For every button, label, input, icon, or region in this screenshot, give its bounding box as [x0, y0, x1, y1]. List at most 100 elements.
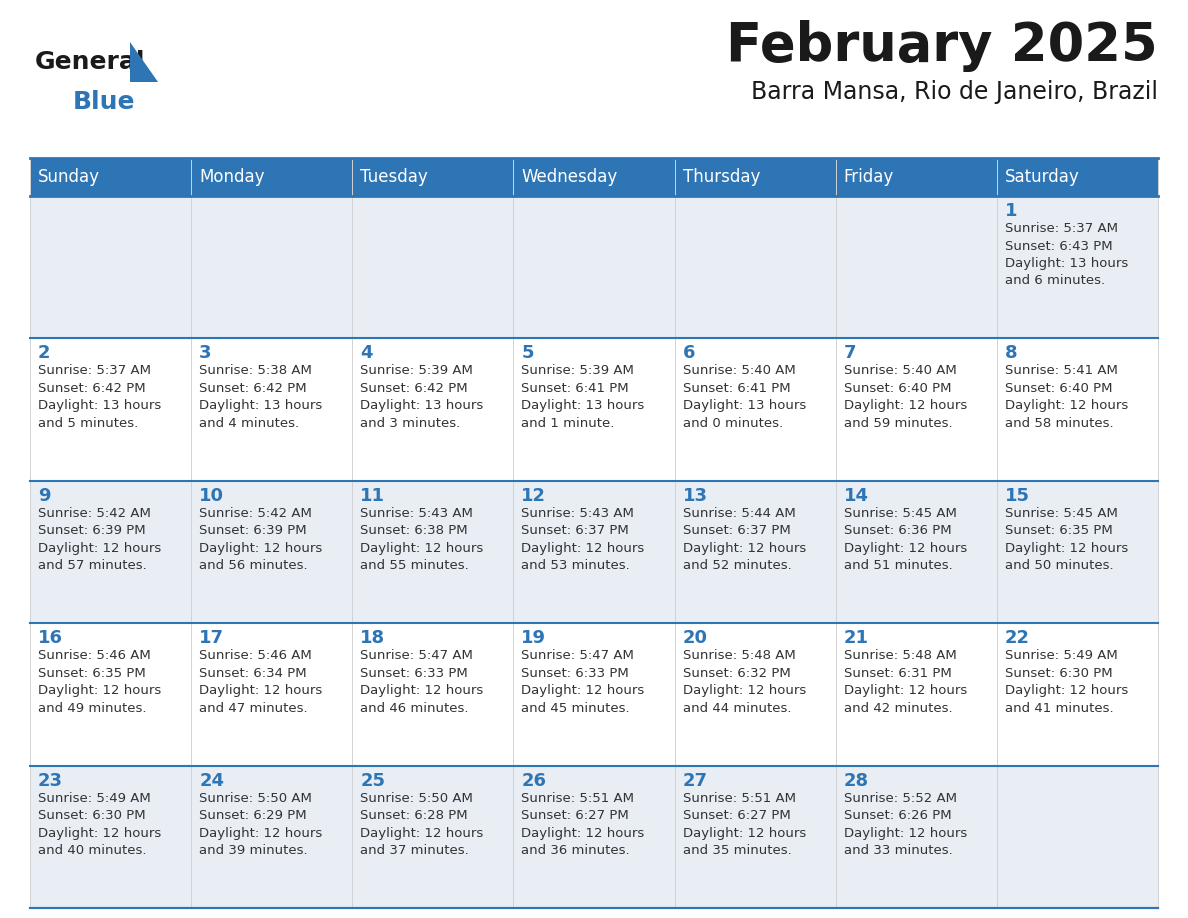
Text: Sunrise: 5:40 AM: Sunrise: 5:40 AM	[683, 364, 795, 377]
Bar	[835, 481, 997, 623]
Text: Daylight: 13 hours: Daylight: 13 hours	[683, 399, 805, 412]
Text: 25: 25	[360, 772, 385, 789]
Text: Sunrise: 5:48 AM: Sunrise: 5:48 AM	[843, 649, 956, 662]
Text: and 36 minutes.: and 36 minutes.	[522, 844, 630, 857]
Text: Sunrise: 5:42 AM: Sunrise: 5:42 AM	[38, 507, 151, 520]
Text: Sunset: 6:35 PM: Sunset: 6:35 PM	[1005, 524, 1113, 537]
Bar	[30, 481, 191, 623]
Text: Wednesday: Wednesday	[522, 168, 618, 186]
Text: Sunrise: 5:37 AM: Sunrise: 5:37 AM	[1005, 222, 1118, 235]
Text: Sunrise: 5:43 AM: Sunrise: 5:43 AM	[522, 507, 634, 520]
Bar	[513, 339, 675, 481]
Text: Sunset: 6:31 PM: Sunset: 6:31 PM	[843, 666, 952, 679]
Text: and 4 minutes.: and 4 minutes.	[200, 417, 299, 430]
Bar	[675, 623, 835, 766]
Text: Blue: Blue	[72, 90, 135, 114]
Text: 24: 24	[200, 772, 225, 789]
Text: Sunrise: 5:37 AM: Sunrise: 5:37 AM	[38, 364, 151, 377]
Text: Daylight: 12 hours: Daylight: 12 hours	[843, 542, 967, 554]
Text: Sunset: 6:40 PM: Sunset: 6:40 PM	[843, 382, 952, 395]
Text: Daylight: 12 hours: Daylight: 12 hours	[38, 684, 162, 697]
Text: and 50 minutes.: and 50 minutes.	[1005, 559, 1113, 572]
Text: and 53 minutes.: and 53 minutes.	[522, 559, 630, 572]
Text: and 59 minutes.: and 59 minutes.	[843, 417, 953, 430]
Text: Sunset: 6:38 PM: Sunset: 6:38 PM	[360, 524, 468, 537]
Text: Saturday: Saturday	[1005, 168, 1080, 186]
Text: 23: 23	[38, 772, 63, 789]
Bar	[30, 339, 191, 481]
Text: Sunset: 6:42 PM: Sunset: 6:42 PM	[200, 382, 307, 395]
Text: February 2025: February 2025	[726, 20, 1158, 72]
Text: 22: 22	[1005, 629, 1030, 647]
Text: Daylight: 13 hours: Daylight: 13 hours	[200, 399, 322, 412]
Text: Daylight: 12 hours: Daylight: 12 hours	[200, 684, 322, 697]
Bar	[191, 196, 353, 339]
Text: 5: 5	[522, 344, 533, 363]
Bar	[353, 158, 513, 196]
Text: Daylight: 12 hours: Daylight: 12 hours	[200, 542, 322, 554]
Bar	[997, 766, 1158, 908]
Text: 17: 17	[200, 629, 225, 647]
Bar	[513, 481, 675, 623]
Text: 19: 19	[522, 629, 546, 647]
Text: Daylight: 12 hours: Daylight: 12 hours	[683, 826, 805, 840]
Bar	[835, 766, 997, 908]
Text: Sunrise: 5:50 AM: Sunrise: 5:50 AM	[200, 791, 312, 804]
Text: 15: 15	[1005, 487, 1030, 505]
Text: Monday: Monday	[200, 168, 265, 186]
Bar	[675, 158, 835, 196]
Text: Daylight: 12 hours: Daylight: 12 hours	[522, 542, 645, 554]
Text: Sunset: 6:39 PM: Sunset: 6:39 PM	[200, 524, 307, 537]
Text: and 58 minutes.: and 58 minutes.	[1005, 417, 1113, 430]
Bar	[997, 158, 1158, 196]
Text: Sunrise: 5:45 AM: Sunrise: 5:45 AM	[1005, 507, 1118, 520]
Text: Sunrise: 5:48 AM: Sunrise: 5:48 AM	[683, 649, 795, 662]
Text: Sunset: 6:35 PM: Sunset: 6:35 PM	[38, 666, 146, 679]
Bar	[513, 623, 675, 766]
Bar	[191, 481, 353, 623]
Text: Daylight: 12 hours: Daylight: 12 hours	[522, 684, 645, 697]
Text: Daylight: 12 hours: Daylight: 12 hours	[200, 826, 322, 840]
Text: Daylight: 12 hours: Daylight: 12 hours	[843, 826, 967, 840]
Text: Sunset: 6:37 PM: Sunset: 6:37 PM	[683, 524, 790, 537]
Polygon shape	[129, 42, 158, 82]
Text: and 55 minutes.: and 55 minutes.	[360, 559, 469, 572]
Text: Daylight: 13 hours: Daylight: 13 hours	[38, 399, 162, 412]
Bar	[513, 158, 675, 196]
Bar	[353, 481, 513, 623]
Text: 12: 12	[522, 487, 546, 505]
Text: Sunset: 6:43 PM: Sunset: 6:43 PM	[1005, 240, 1112, 252]
Text: 26: 26	[522, 772, 546, 789]
Text: Sunset: 6:42 PM: Sunset: 6:42 PM	[38, 382, 146, 395]
Text: and 35 minutes.: and 35 minutes.	[683, 844, 791, 857]
Text: Daylight: 12 hours: Daylight: 12 hours	[360, 684, 484, 697]
Bar	[675, 766, 835, 908]
Text: Sunset: 6:42 PM: Sunset: 6:42 PM	[360, 382, 468, 395]
Text: Sunset: 6:33 PM: Sunset: 6:33 PM	[522, 666, 630, 679]
Text: Sunset: 6:26 PM: Sunset: 6:26 PM	[843, 809, 952, 823]
Bar	[513, 196, 675, 339]
Text: 28: 28	[843, 772, 868, 789]
Text: Sunrise: 5:46 AM: Sunrise: 5:46 AM	[200, 649, 312, 662]
Text: Sunrise: 5:40 AM: Sunrise: 5:40 AM	[843, 364, 956, 377]
Bar	[997, 623, 1158, 766]
Text: 2: 2	[38, 344, 51, 363]
Text: Sunrise: 5:42 AM: Sunrise: 5:42 AM	[200, 507, 312, 520]
Bar	[353, 766, 513, 908]
Text: Sunrise: 5:43 AM: Sunrise: 5:43 AM	[360, 507, 473, 520]
Text: Sunrise: 5:51 AM: Sunrise: 5:51 AM	[522, 791, 634, 804]
Text: and 5 minutes.: and 5 minutes.	[38, 417, 138, 430]
Text: Daylight: 12 hours: Daylight: 12 hours	[38, 826, 162, 840]
Text: Friday: Friday	[843, 168, 893, 186]
Text: Daylight: 12 hours: Daylight: 12 hours	[843, 399, 967, 412]
Text: and 42 minutes.: and 42 minutes.	[843, 701, 953, 715]
Text: 1: 1	[1005, 202, 1017, 220]
Bar	[997, 196, 1158, 339]
Text: Tuesday: Tuesday	[360, 168, 428, 186]
Text: Daylight: 12 hours: Daylight: 12 hours	[683, 684, 805, 697]
Text: Sunrise: 5:46 AM: Sunrise: 5:46 AM	[38, 649, 151, 662]
Bar	[353, 339, 513, 481]
Text: 3: 3	[200, 344, 211, 363]
Bar	[513, 766, 675, 908]
Text: Daylight: 12 hours: Daylight: 12 hours	[1005, 399, 1129, 412]
